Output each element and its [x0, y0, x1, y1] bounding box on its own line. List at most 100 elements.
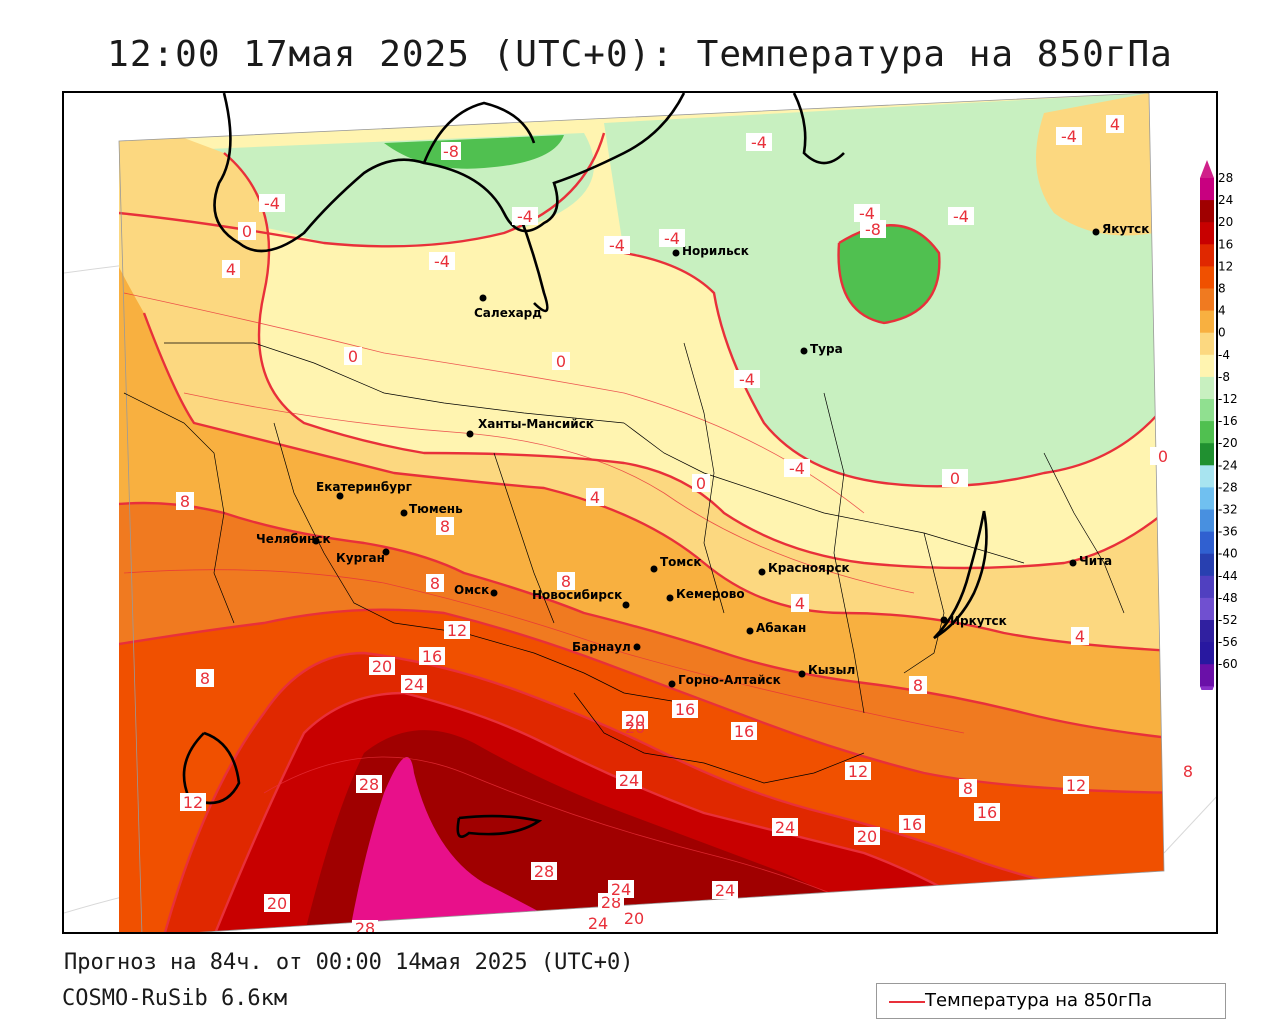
isotherm-label: 4 — [586, 488, 604, 507]
svg-text:Тура: Тура — [810, 342, 843, 356]
colorbar-bottom-arrow — [1200, 686, 1214, 690]
map-title: 12:00 17мая 2025 (UTC+0): Температура на… — [107, 34, 1173, 75]
city-yekaterinburg[interactable]: Екатеринбург — [316, 480, 412, 500]
svg-text:0: 0 — [950, 469, 960, 488]
svg-text:20: 20 — [625, 718, 645, 737]
isotherm-label: 24 — [585, 914, 611, 932]
isotherm-label: 0 — [552, 352, 570, 371]
colorbar-swatch — [1200, 332, 1214, 356]
colorbar-swatch — [1200, 487, 1214, 510]
svg-text:0: 0 — [242, 222, 252, 241]
colorbar-swatch — [1200, 376, 1214, 400]
city-novosibirsk[interactable]: Новосибирск — [532, 588, 630, 609]
colorbar-swatches — [1200, 160, 1214, 690]
colorbar-swatch — [1200, 178, 1214, 201]
svg-text:24: 24 — [775, 818, 795, 837]
isotherm-label: -4 — [948, 207, 974, 226]
colorbar-tick-label: -52 — [1218, 613, 1238, 627]
city-norilsk[interactable]: Норильск — [672, 244, 749, 258]
colorbar-tick-label: -48 — [1218, 591, 1238, 605]
isotherm-label: -4 — [1056, 127, 1082, 146]
city-tura[interactable]: Тура — [800, 342, 843, 356]
isotherm-label: 0 — [692, 474, 710, 493]
isotherm-label: 8 — [436, 517, 454, 536]
svg-text:16: 16 — [977, 803, 997, 822]
colorbar-swatch — [1200, 620, 1214, 643]
colorbar-swatch — [1200, 421, 1214, 444]
svg-text:8: 8 — [963, 779, 973, 798]
city-kurgan[interactable]: Курган — [336, 548, 390, 566]
colorbar-swatch — [1200, 244, 1214, 267]
city-salekhard[interactable]: Салехард — [474, 294, 542, 321]
isotherm-label: 0 — [344, 347, 362, 366]
temperature-map[interactable]: Якутск Норильск Салехард Тура Ханты-Манс… — [62, 91, 1218, 934]
isotherm-label: 8 — [909, 676, 927, 695]
isotherm-label: -4 — [604, 236, 630, 255]
isotherm-label: 8 — [176, 492, 194, 511]
colorbar-swatch — [1200, 200, 1214, 223]
colorbar-swatch — [1200, 310, 1214, 334]
city-krasnoyarsk[interactable]: Красноярск — [758, 561, 850, 576]
isotherm-label: -4 — [429, 252, 455, 271]
city-omsk[interactable]: Омск — [454, 583, 498, 597]
isotherm-label: 24 — [608, 880, 634, 899]
svg-text:12: 12 — [848, 762, 868, 781]
city-irkutsk[interactable]: Иркутск — [940, 614, 1007, 628]
colorbar-tick-label: -24 — [1218, 458, 1238, 472]
isotherm-label: 20 — [854, 827, 880, 846]
colorbar-tick-label: -44 — [1218, 569, 1238, 583]
svg-text:20: 20 — [857, 827, 877, 846]
svg-text:Челябинск: Челябинск — [256, 532, 331, 546]
svg-text:16: 16 — [734, 722, 754, 741]
city-yakutsk[interactable]: Якутск — [1092, 222, 1150, 236]
city-chelyabinsk[interactable]: Челябинск — [256, 532, 331, 546]
colorbar-tick-label: 16 — [1218, 237, 1233, 251]
model-domain-outline — [118, 93, 1165, 932]
isotherm-label: -4 — [854, 204, 880, 223]
svg-text:4: 4 — [1110, 115, 1120, 134]
band-green-core — [838, 225, 940, 323]
colorbar-tick-label: 4 — [1218, 304, 1226, 318]
city-gorno-altaysk[interactable]: Горно-Алтайск — [668, 673, 781, 688]
svg-text:-4: -4 — [739, 370, 755, 389]
colorbar-tick-label: -56 — [1218, 635, 1238, 649]
svg-text:28: 28 — [534, 862, 554, 881]
svg-text:Норильск: Норильск — [682, 244, 749, 258]
forecast-info: Прогноз на 84ч. от 00:00 14мая 2025 (UTC… — [64, 950, 634, 975]
svg-text:Абакан: Абакан — [756, 621, 806, 635]
svg-text:24: 24 — [619, 771, 639, 790]
colorbar-tick-label: -36 — [1218, 525, 1238, 539]
map-canvas: Якутск Норильск Салехард Тура Ханты-Манс… — [64, 93, 1216, 932]
isotherm-label: 12 — [444, 621, 470, 640]
city-chita[interactable]: Чита — [1069, 554, 1113, 568]
city-barnaul[interactable]: Барнаул — [572, 640, 641, 654]
isotherm-label: -8 — [441, 142, 461, 161]
legend-line-swatch — [889, 1001, 925, 1003]
city-tyumen[interactable]: Тюмень — [400, 502, 464, 517]
svg-text:-8: -8 — [443, 142, 459, 161]
colorbar-tick-label: -4 — [1218, 348, 1230, 362]
isotherm-label: -8 — [860, 220, 886, 239]
isotherm-label: 8 — [959, 779, 977, 798]
isotherm-label: -4 — [659, 229, 685, 248]
isotherm-label: -4 — [784, 459, 810, 478]
svg-text:Новосибирск: Новосибирск — [532, 588, 622, 602]
colorbar-swatch — [1200, 664, 1214, 687]
svg-text:8: 8 — [180, 492, 190, 511]
band-magenta — [349, 757, 584, 932]
colorbar-tick-label: 12 — [1218, 259, 1233, 273]
city-tomsk[interactable]: Томск — [650, 555, 702, 573]
isotherm-label: 20 — [621, 909, 647, 928]
svg-text:8: 8 — [1183, 762, 1193, 781]
svg-text:16: 16 — [902, 815, 922, 834]
city-kemerovo[interactable]: Кемерово — [666, 587, 745, 602]
colorbar-swatch — [1200, 642, 1214, 665]
city-abakan[interactable]: Абакан — [746, 621, 807, 635]
colorbar-tick-label: -8 — [1218, 370, 1230, 384]
svg-text:Красноярск: Красноярск — [768, 561, 850, 575]
svg-text:16: 16 — [422, 647, 442, 666]
city-khanty-mansiysk[interactable]: Ханты-Мансийск — [466, 417, 594, 438]
colorbar-tick-label: 24 — [1218, 193, 1233, 207]
city-kyzyl[interactable]: Кызыл — [798, 663, 856, 678]
coastlines — [182, 93, 988, 838]
